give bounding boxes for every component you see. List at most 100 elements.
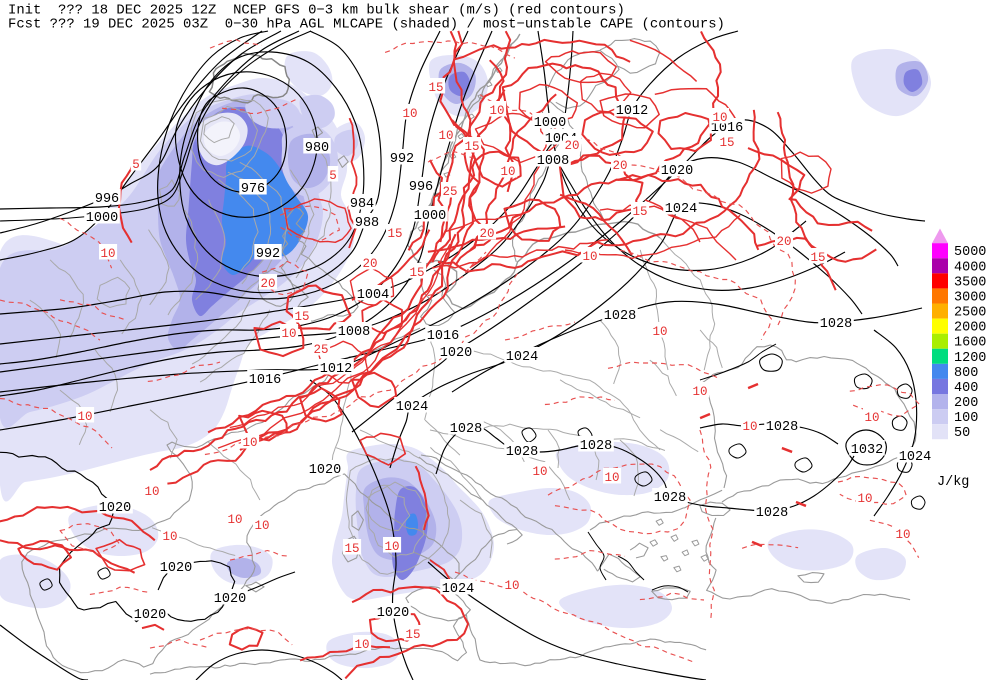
svg-text:15: 15 [464, 140, 479, 154]
svg-text:984: 984 [350, 197, 374, 212]
svg-text:10: 10 [500, 165, 515, 179]
svg-text:1028: 1028 [820, 317, 852, 332]
svg-text:976: 976 [241, 182, 265, 197]
svg-text:2500: 2500 [954, 306, 986, 321]
svg-text:20: 20 [612, 159, 627, 173]
svg-text:10: 10 [712, 111, 727, 125]
svg-text:200: 200 [954, 396, 978, 411]
svg-text:1020: 1020 [309, 463, 341, 478]
svg-text:1028: 1028 [580, 439, 612, 454]
svg-text:15: 15 [428, 81, 443, 95]
svg-text:20: 20 [776, 235, 791, 249]
svg-text:4000: 4000 [954, 260, 986, 275]
svg-text:1020: 1020 [377, 606, 409, 621]
svg-text:1000: 1000 [534, 116, 566, 131]
svg-text:10: 10 [438, 129, 453, 143]
svg-text:5: 5 [132, 158, 140, 172]
svg-text:1020: 1020 [99, 501, 131, 516]
svg-text:15: 15 [719, 136, 734, 150]
svg-text:10: 10 [77, 410, 92, 424]
svg-text:1004: 1004 [357, 288, 389, 303]
svg-text:15: 15 [409, 266, 424, 280]
svg-text:992: 992 [256, 247, 280, 262]
svg-text:10: 10 [532, 465, 547, 479]
svg-text:10: 10 [864, 411, 879, 425]
svg-text:1028: 1028 [654, 491, 686, 506]
svg-text:15: 15 [632, 205, 647, 219]
svg-text:20: 20 [564, 139, 579, 153]
svg-text:1000: 1000 [414, 209, 446, 224]
svg-text:10: 10 [402, 107, 417, 121]
svg-text:980: 980 [305, 141, 329, 156]
svg-text:10: 10 [384, 540, 399, 554]
svg-text:1016: 1016 [249, 373, 281, 388]
svg-text:25: 25 [442, 185, 457, 199]
svg-text:Fcst ??? 19 DEC 2025 03Z 0−30: Fcst ??? 19 DEC 2025 03Z 0−30 hPa AGL ML… [8, 17, 725, 33]
svg-text:1200: 1200 [954, 351, 986, 366]
svg-text:50: 50 [954, 426, 970, 441]
svg-text:1020: 1020 [661, 164, 693, 179]
svg-text:10: 10 [254, 519, 269, 533]
svg-text:5000: 5000 [954, 245, 986, 260]
svg-text:1000: 1000 [86, 211, 118, 226]
svg-text:10: 10 [692, 385, 707, 399]
svg-text:10: 10 [227, 513, 242, 527]
svg-text:1020: 1020 [134, 608, 166, 623]
svg-text:1028: 1028 [450, 422, 482, 437]
svg-text:10: 10 [162, 530, 177, 544]
svg-text:1032: 1032 [851, 443, 883, 458]
svg-text:15: 15 [810, 251, 825, 265]
svg-text:25: 25 [313, 343, 328, 357]
svg-text:10: 10 [652, 325, 667, 339]
svg-text:10: 10 [354, 638, 369, 652]
svg-text:10: 10 [281, 327, 296, 341]
svg-text:1020: 1020 [440, 346, 472, 361]
svg-text:400: 400 [954, 381, 978, 396]
svg-text:10: 10 [144, 485, 159, 499]
svg-text:20: 20 [362, 257, 377, 271]
svg-text:20: 20 [260, 277, 275, 291]
svg-text:10: 10 [742, 420, 757, 434]
svg-text:10: 10 [100, 247, 115, 261]
svg-text:1024: 1024 [665, 202, 697, 217]
svg-text:1008: 1008 [338, 325, 370, 340]
svg-text:996: 996 [409, 180, 433, 195]
svg-text:1016: 1016 [427, 329, 459, 344]
svg-text:10: 10 [582, 250, 597, 264]
svg-text:J/kg: J/kg [937, 475, 969, 490]
svg-text:10: 10 [604, 471, 619, 485]
svg-text:1016: 1016 [711, 121, 743, 136]
svg-text:3500: 3500 [954, 275, 986, 290]
svg-text:10: 10 [895, 528, 910, 542]
svg-text:15: 15 [294, 310, 309, 324]
svg-text:15: 15 [344, 542, 359, 556]
svg-text:1028: 1028 [506, 445, 538, 460]
svg-text:988: 988 [355, 216, 379, 231]
svg-text:Init ??? 18 DEC 2025 12Z NCE: Init ??? 18 DEC 2025 12Z NCEP GFS 0−3 km… [8, 3, 625, 19]
svg-text:10: 10 [242, 436, 257, 450]
svg-text:1028: 1028 [766, 420, 798, 435]
svg-text:10: 10 [489, 104, 504, 118]
svg-text:15: 15 [405, 628, 420, 642]
svg-text:1024: 1024 [899, 450, 931, 465]
svg-text:1020: 1020 [160, 561, 192, 576]
svg-text:1020: 1020 [214, 592, 246, 607]
svg-text:1012: 1012 [320, 362, 352, 377]
svg-text:996: 996 [95, 192, 119, 207]
svg-text:3000: 3000 [954, 291, 986, 306]
svg-text:10: 10 [504, 579, 519, 593]
svg-text:100: 100 [954, 411, 978, 426]
svg-text:1024: 1024 [442, 582, 474, 597]
svg-text:20: 20 [479, 227, 494, 241]
svg-text:1024: 1024 [506, 350, 538, 365]
svg-text:1008: 1008 [537, 154, 569, 169]
svg-text:800: 800 [954, 366, 978, 381]
svg-text:1600: 1600 [954, 336, 986, 351]
svg-text:1028: 1028 [604, 309, 636, 324]
svg-text:1028: 1028 [756, 506, 788, 521]
svg-text:5: 5 [329, 169, 337, 183]
svg-text:15: 15 [387, 227, 402, 241]
svg-text:10: 10 [857, 492, 872, 506]
svg-text:992: 992 [390, 152, 414, 167]
svg-text:2000: 2000 [954, 321, 986, 336]
